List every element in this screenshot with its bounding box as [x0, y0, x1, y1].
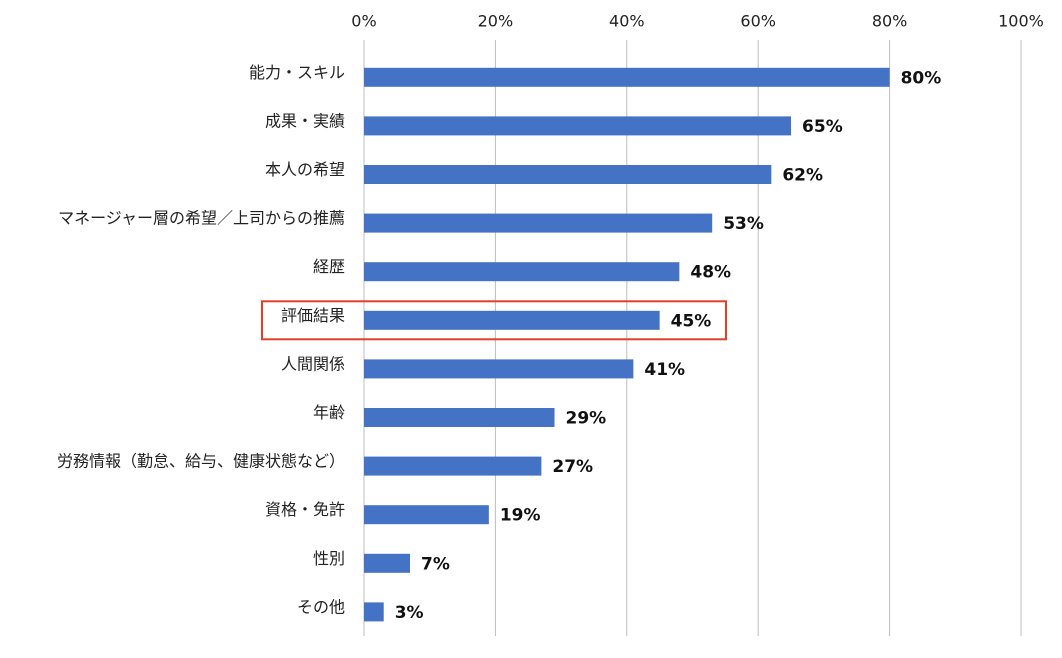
value-label: 62%	[782, 166, 823, 186]
y-tick-label: 能力・スキル	[249, 63, 345, 82]
y-tick-label: マネージャー層の希望／上司からの推薦	[58, 209, 345, 228]
bar	[364, 116, 792, 136]
value-label: 80%	[901, 68, 942, 88]
value-label: 45%	[671, 311, 712, 331]
bar	[364, 505, 489, 525]
value-label: 41%	[644, 360, 685, 380]
bar	[364, 359, 634, 379]
bar	[364, 262, 680, 282]
y-tick-label: 性別	[313, 549, 345, 568]
x-tick-label: 40%	[609, 12, 645, 31]
bar	[364, 602, 384, 622]
y-tick-label: 経歴	[313, 257, 345, 276]
x-tick-label: 80%	[872, 12, 908, 31]
value-label: 19%	[500, 506, 541, 526]
value-label: 53%	[723, 214, 764, 234]
x-tick-label: 60%	[740, 12, 776, 31]
x-tick-label: 0%	[351, 12, 376, 31]
value-label: 3%	[395, 603, 424, 623]
y-tick-label: 労務情報（勤怠、給与、健康状態など）	[57, 452, 345, 471]
value-label: 65%	[802, 117, 843, 137]
value-label: 27%	[552, 457, 593, 477]
y-tick-label: 本人の希望	[265, 160, 345, 179]
bar	[364, 456, 542, 476]
bar	[364, 165, 772, 184]
value-label: 29%	[566, 409, 607, 429]
bar	[364, 310, 660, 330]
bar	[364, 553, 410, 573]
value-label: 48%	[690, 263, 731, 283]
x-tick-label: 100%	[998, 12, 1044, 31]
y-tick-label: 成果・実績	[265, 111, 345, 130]
y-tick-label: 評価結果	[281, 306, 345, 325]
y-tick-label: その他	[297, 597, 345, 616]
bar	[364, 67, 890, 87]
value-label: 7%	[421, 554, 450, 574]
y-tick-label: 人間関係	[281, 354, 345, 373]
bar	[364, 408, 555, 427]
y-tick-label: 資格・免許	[265, 500, 345, 519]
highlight-box	[261, 300, 727, 341]
x-tick-label: 20%	[478, 12, 514, 31]
bar	[364, 213, 713, 233]
y-tick-label: 年齢	[313, 403, 345, 422]
